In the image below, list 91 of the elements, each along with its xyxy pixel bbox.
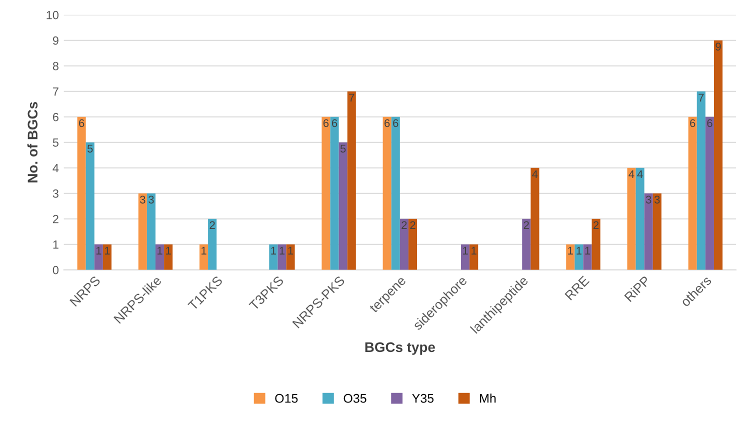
- bar: [461, 244, 470, 270]
- y-tick-label: 8: [52, 62, 58, 70]
- bar: [522, 218, 531, 270]
- y-tick-label: 4: [52, 164, 59, 172]
- legend-label: O15: [275, 394, 298, 403]
- y-axis-title: No. of BGCs: [27, 102, 38, 182]
- bar: [400, 218, 408, 270]
- legend-label: Mh: [480, 394, 496, 403]
- data-label: 5: [87, 144, 93, 153]
- data-label: 1: [280, 246, 285, 254]
- data-label: 3: [140, 196, 146, 204]
- bar: [138, 193, 147, 270]
- y-tick-label: 7: [53, 88, 58, 96]
- data-label: 3: [654, 196, 660, 204]
- data-label: 5: [340, 144, 346, 153]
- bar: [199, 244, 208, 270]
- data-label: 7: [349, 94, 354, 102]
- bar: [705, 116, 714, 270]
- bar: [77, 116, 86, 270]
- legend-label: Y35: [412, 394, 434, 403]
- data-label: 1: [472, 246, 476, 254]
- data-label: 4: [532, 170, 538, 178]
- y-tick-label: 9: [52, 36, 58, 45]
- bar: [269, 244, 278, 270]
- bar: [278, 244, 286, 270]
- data-label: 1: [585, 246, 590, 254]
- bar: [652, 193, 662, 270]
- data-label: 1: [576, 246, 582, 254]
- bar: [347, 91, 356, 270]
- y-tick-label: 3: [52, 189, 58, 198]
- bar: [566, 244, 575, 270]
- y-tick-label: 10: [46, 10, 59, 20]
- data-label: 6: [393, 119, 398, 128]
- data-label: 1: [158, 246, 162, 254]
- data-label: 3: [148, 196, 154, 204]
- bar: [286, 244, 295, 270]
- data-label: 1: [463, 246, 468, 254]
- data-label: 4: [628, 170, 634, 178]
- data-label: 2: [210, 221, 215, 229]
- data-label: 6: [323, 119, 329, 128]
- bar: [164, 244, 173, 270]
- data-label: 7: [698, 94, 704, 102]
- bar: [688, 116, 697, 270]
- data-label: 1: [271, 246, 276, 254]
- data-label: 6: [384, 119, 390, 128]
- data-label: 3: [646, 196, 652, 204]
- data-label: 1: [202, 246, 206, 254]
- legend-label: O35: [344, 394, 366, 403]
- data-label: 1: [166, 246, 171, 254]
- bar: [592, 218, 600, 270]
- bar: [574, 244, 584, 270]
- data-label: 9: [716, 42, 721, 51]
- bar: [322, 116, 330, 270]
- data-label: 2: [402, 221, 407, 229]
- data-label: 6: [79, 119, 84, 128]
- bar: [94, 244, 103, 270]
- bar: [338, 142, 348, 270]
- data-label: 4: [637, 170, 643, 178]
- bar: [208, 218, 217, 270]
- data-label: 6: [707, 119, 712, 128]
- bar: [391, 116, 400, 270]
- data-label: 6: [690, 119, 696, 128]
- data-label: 2: [524, 221, 529, 229]
- data-label: 1: [104, 246, 110, 254]
- bar: [330, 116, 339, 270]
- data-label: 2: [594, 221, 599, 229]
- bar: [696, 91, 706, 270]
- bar: [627, 168, 636, 270]
- bar: [146, 193, 156, 270]
- bar: [714, 40, 723, 270]
- bar: [382, 116, 392, 270]
- y-tick-label: 1: [53, 240, 58, 249]
- bar: [530, 168, 540, 270]
- bar: [102, 244, 112, 270]
- bar: [155, 244, 164, 270]
- data-label: 1: [568, 246, 573, 254]
- bar: [408, 218, 418, 270]
- bar: [583, 244, 592, 270]
- y-tick-label: 6: [53, 112, 58, 122]
- bar: [644, 193, 653, 270]
- y-tick-label: 5: [52, 138, 58, 147]
- data-label: 1: [288, 246, 294, 254]
- x-axis-title: BGCs type: [365, 342, 435, 355]
- data-label: 1: [96, 246, 102, 254]
- data-label: 6: [332, 119, 338, 128]
- data-label: 2: [410, 221, 416, 229]
- bar: [470, 244, 478, 270]
- y-tick-label: 2: [53, 214, 58, 224]
- bar: [86, 142, 94, 270]
- bar: [636, 168, 644, 270]
- y-tick-label: 0: [52, 266, 59, 274]
